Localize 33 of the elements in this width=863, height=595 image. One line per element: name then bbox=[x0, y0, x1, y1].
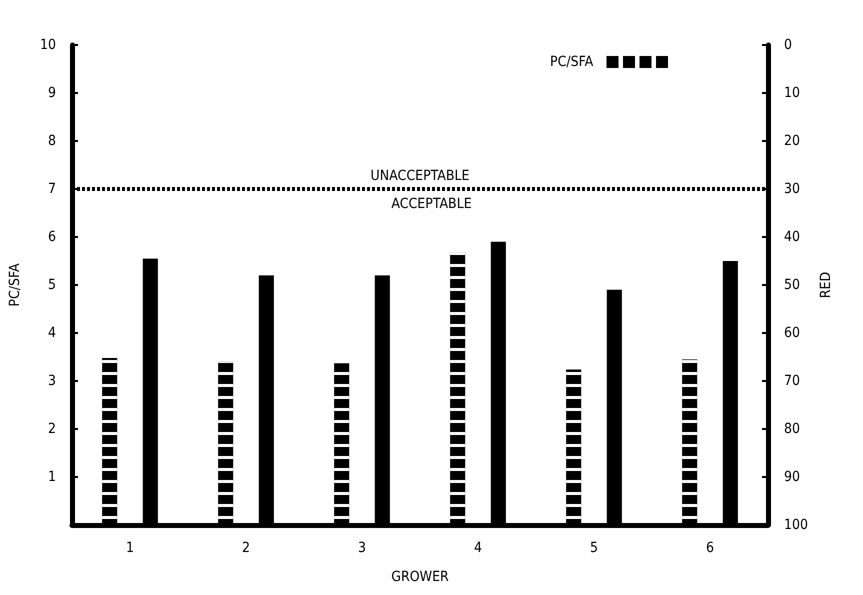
x-tick-label: 2 bbox=[242, 540, 250, 556]
y-tick-label: 2 bbox=[48, 421, 56, 437]
x-tick-label: 6 bbox=[706, 540, 714, 556]
y2-tick-label: 100 bbox=[784, 517, 808, 533]
y-tick-label: 10 bbox=[40, 37, 56, 53]
y-tick-label: 1 bbox=[48, 469, 56, 485]
y-tick-label: 6 bbox=[48, 229, 56, 245]
y-tick-label: 7 bbox=[48, 181, 56, 197]
y2-tick-label: 20 bbox=[784, 133, 800, 149]
x-tick-label: 4 bbox=[474, 540, 482, 556]
x-tick-label: 1 bbox=[126, 540, 134, 556]
ref-line-label: UNACCEPTABLE bbox=[370, 168, 470, 184]
annotation: ACCEPTABLE bbox=[391, 196, 472, 212]
y-tick-label: 5 bbox=[48, 277, 56, 293]
y2-tick-label: 0 bbox=[784, 37, 792, 53]
y2-tick-label: 40 bbox=[784, 229, 800, 245]
x-tick-label: 5 bbox=[590, 540, 598, 556]
y2-tick-label: 90 bbox=[784, 469, 800, 485]
x-axis-title: GROWER bbox=[391, 569, 450, 585]
y-tick-label: 3 bbox=[48, 373, 56, 389]
y2-tick-label: 10 bbox=[784, 85, 800, 101]
y-axis-title: PC/SFA bbox=[7, 263, 23, 307]
y2-tick-label: 30 bbox=[784, 181, 800, 197]
y2-tick-label: 70 bbox=[784, 373, 800, 389]
x-tick-label: 3 bbox=[358, 540, 366, 556]
y-tick-label: 8 bbox=[48, 133, 56, 149]
y2-tick-label: 60 bbox=[784, 325, 800, 341]
y2-axis-title: RED bbox=[818, 272, 834, 298]
y-tick-label: 4 bbox=[48, 325, 56, 341]
y2-tick-label: 50 bbox=[784, 277, 800, 293]
legend-label: PC/SFA bbox=[550, 54, 594, 70]
y2-tick-label: 80 bbox=[784, 421, 800, 437]
y-tick-label: 9 bbox=[48, 85, 56, 101]
